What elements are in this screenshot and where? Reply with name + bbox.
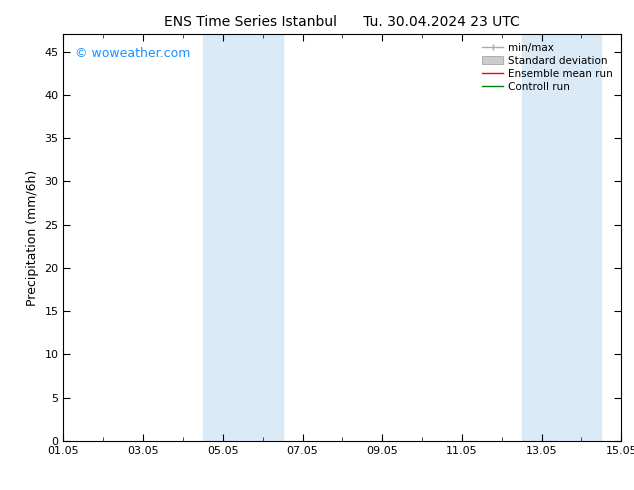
Bar <box>203 34 283 441</box>
Title: ENS Time Series Istanbul      Tu. 30.04.2024 23 UTC: ENS Time Series Istanbul Tu. 30.04.2024 … <box>164 15 521 29</box>
Text: © woweather.com: © woweather.com <box>75 47 190 59</box>
Y-axis label: Precipitation (mm/6h): Precipitation (mm/6h) <box>26 170 39 306</box>
Legend: min/max, Standard deviation, Ensemble mean run, Controll run: min/max, Standard deviation, Ensemble me… <box>479 40 616 95</box>
Bar <box>522 34 602 441</box>
